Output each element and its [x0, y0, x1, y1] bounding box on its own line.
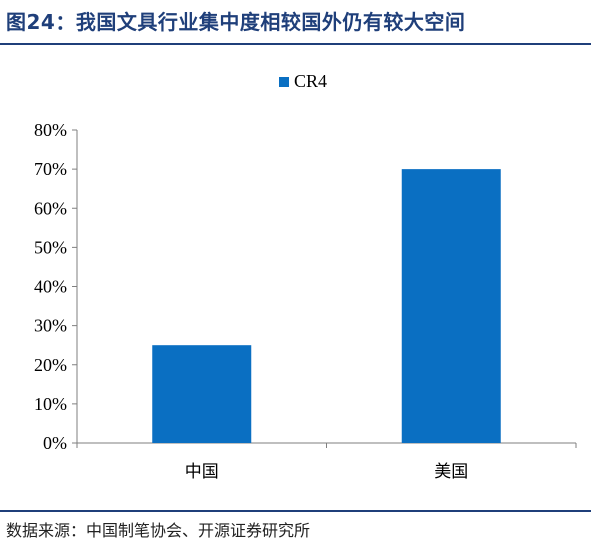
bar-2 [401, 169, 501, 443]
legend-swatch-cr4 [279, 77, 289, 87]
chart-legend: CR4 [279, 71, 327, 91]
y-tick-label: 60% [34, 198, 67, 218]
y-tick-label: 30% [34, 316, 67, 336]
x-category-label: 美国 [434, 462, 468, 482]
y-tick-label: 10% [34, 394, 67, 414]
y-axis: 0% 10% 20% 30% 40% 50% 60% 70% 80% [34, 120, 78, 453]
bars [152, 169, 501, 443]
figure-title: 图24：我国文具行业集中度相较国外仍有较大空间 [6, 10, 466, 34]
footer-divider [0, 510, 591, 512]
y-tick-label: 50% [34, 237, 67, 257]
bar-chart: CR4 0% 10% 20% 30% 40% 50% 60% 70% 80% 中国 美国 [34, 71, 577, 482]
source-note: 数据来源：中国制笔协会、开源证券研究所 [6, 521, 311, 540]
y-tick-label: 70% [34, 159, 67, 179]
title-divider [0, 43, 591, 45]
y-tick-label: 0% [43, 433, 67, 453]
y-tick-label: 40% [34, 277, 67, 297]
x-axis: 中国 美国 [76, 442, 577, 482]
x-category-label: 中国 [185, 462, 219, 482]
bar-1 [152, 345, 252, 443]
legend-label-cr4: CR4 [294, 71, 327, 91]
y-tick-label: 20% [34, 355, 67, 375]
y-tick-label: 80% [34, 120, 67, 140]
